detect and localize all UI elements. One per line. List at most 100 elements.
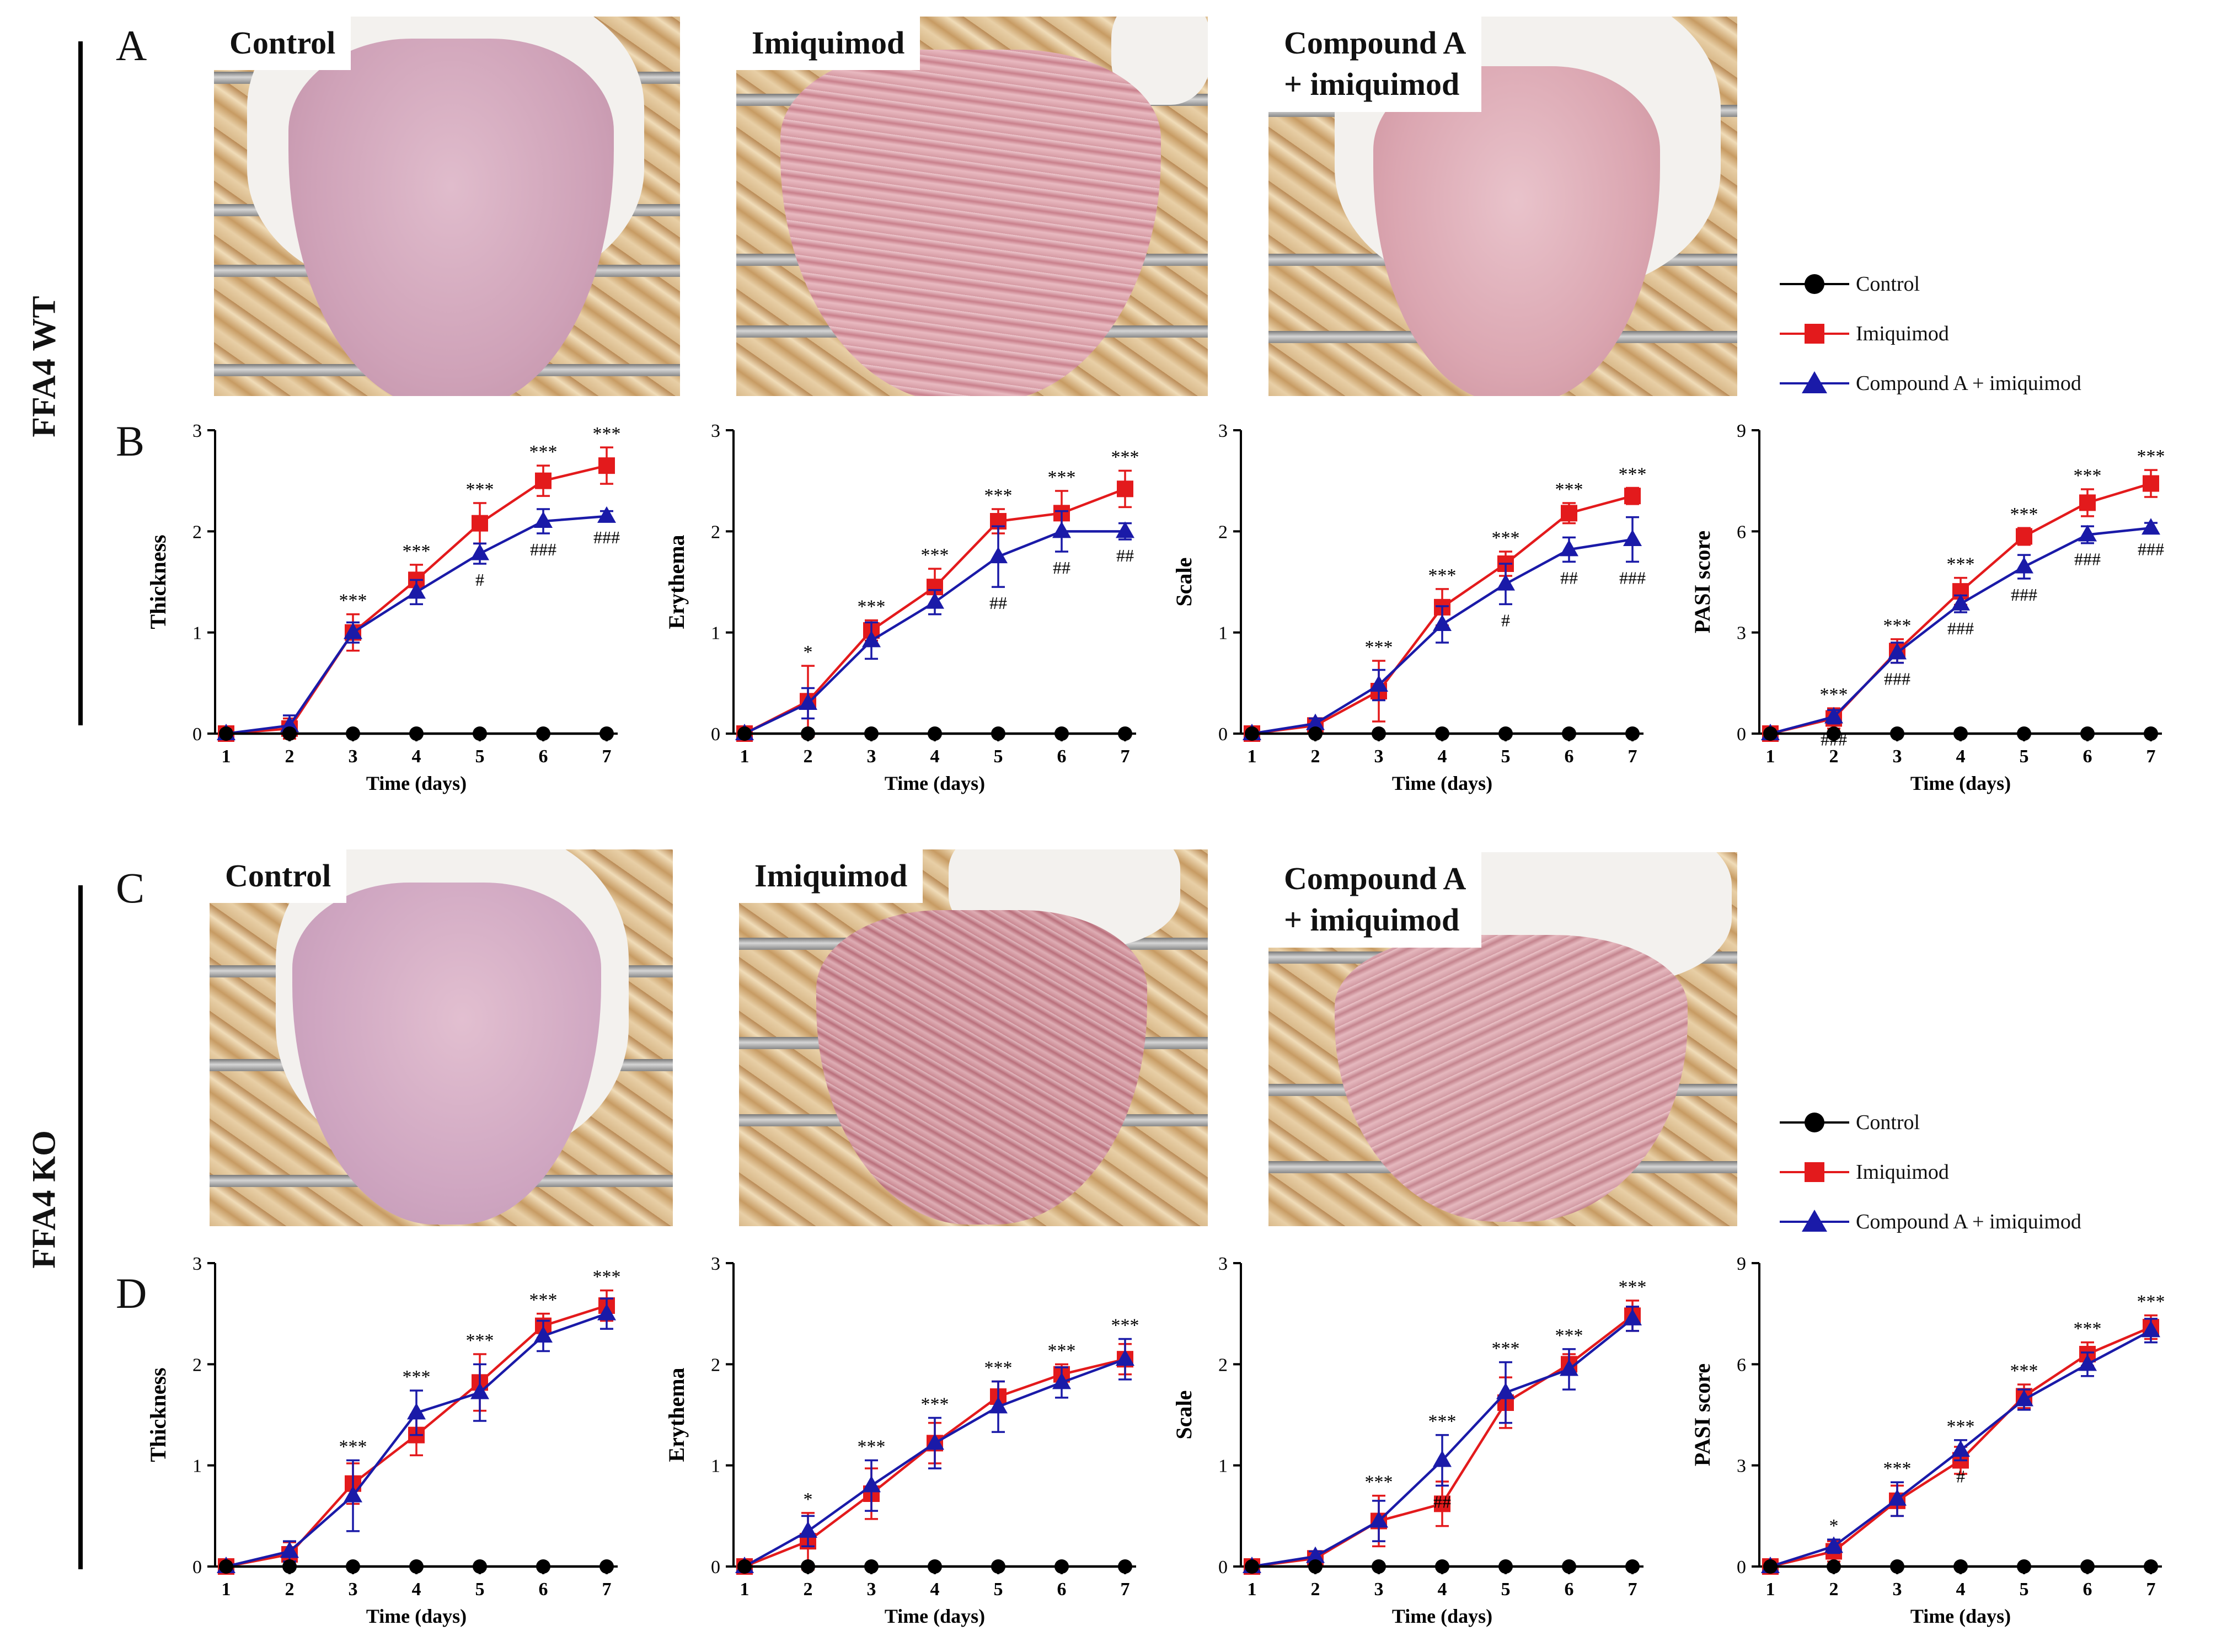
- data-point-imiquimod: [1117, 480, 1133, 498]
- x-axis-label: Time (days): [885, 1605, 985, 1627]
- data-point-control: [1763, 1559, 1778, 1574]
- significance-hash: ###: [1884, 669, 1910, 689]
- data-point-imiquimod: [1561, 505, 1577, 522]
- y-axis-label: PASI score: [1690, 1364, 1715, 1466]
- x-tick-label: 3: [1893, 1579, 1902, 1600]
- y-tick-label: 1: [711, 623, 720, 644]
- x-tick-label: 1: [222, 746, 231, 767]
- y-axis-label: Thickness: [146, 534, 170, 629]
- data-point-control: [991, 726, 1005, 741]
- legend-marker-compound: [1780, 371, 1849, 393]
- x-tick-label: 7: [602, 1579, 612, 1600]
- legend-label-control: Control: [1856, 272, 1920, 296]
- data-point-compound: [1433, 1450, 1452, 1467]
- data-point-compound: [1116, 521, 1134, 538]
- data-point-compound: [799, 1521, 817, 1538]
- legend-ko: Control Imiquimod Compound A + imiquimod: [1779, 1106, 2165, 1233]
- data-point-compound: [280, 1541, 299, 1558]
- data-point-control: [1372, 726, 1386, 741]
- data-point-compound: [1824, 707, 1843, 724]
- data-point-control: [1118, 1559, 1132, 1574]
- data-point-compound: [1052, 521, 1071, 538]
- significance-star: ***: [2074, 466, 2102, 486]
- x-tick-label: 3: [1374, 1579, 1384, 1600]
- data-point-compound: [2015, 557, 2033, 574]
- significance-hash: ##: [1433, 1491, 1451, 1511]
- significance-star: ***: [984, 485, 1013, 506]
- y-tick-label: 3: [711, 421, 720, 441]
- data-point-control: [409, 1559, 424, 1574]
- y-tick-label: 0: [711, 1557, 720, 1578]
- data-point-control: [2017, 726, 2031, 741]
- y-tick-label: 2: [1218, 1355, 1228, 1375]
- significance-hash: ##: [1560, 568, 1578, 587]
- data-point-control: [1054, 726, 1069, 741]
- data-point-control: [536, 1559, 550, 1574]
- x-tick-label: 5: [1501, 1579, 1511, 1600]
- x-tick-label: 7: [602, 746, 612, 767]
- data-point-control: [1498, 726, 1513, 741]
- data-point-compound: [1560, 539, 1578, 557]
- x-tick-label: 4: [1956, 746, 1966, 767]
- wt-group-bar: [78, 41, 83, 725]
- photo-caption-wt-imiquimod: Imiquimod: [736, 17, 920, 71]
- y-axis-label: Scale: [1171, 1391, 1196, 1440]
- data-point-control: [473, 726, 487, 741]
- x-tick-label: 3: [1374, 746, 1384, 767]
- x-tick-label: 5: [994, 1579, 1003, 1600]
- x-tick-label: 2: [285, 1579, 295, 1600]
- significance-star: ***: [593, 1267, 621, 1287]
- significance-star: ***: [1883, 616, 1912, 636]
- significance-hash: ##: [989, 593, 1007, 613]
- x-tick-label: 4: [412, 746, 421, 767]
- data-point-control: [991, 1559, 1005, 1574]
- significance-star: ***: [858, 597, 886, 617]
- x-tick-label: 6: [539, 746, 548, 767]
- y-tick-label: 3: [1737, 1456, 1746, 1477]
- y-tick-label: 3: [1218, 1254, 1228, 1274]
- data-point-compound: [1496, 574, 1515, 591]
- data-point-control: [1562, 726, 1576, 741]
- x-tick-label: 7: [2146, 746, 2156, 767]
- significance-hash: ##: [1116, 546, 1134, 565]
- x-axis-label: Time (days): [366, 1605, 467, 1627]
- data-point-control: [409, 726, 424, 741]
- data-point-compound: [1560, 1359, 1578, 1376]
- y-axis-label: PASI score: [1690, 531, 1715, 633]
- y-tick-label: 2: [192, 522, 202, 542]
- data-point-compound: [1496, 1382, 1515, 1399]
- significance-star: ***: [1820, 685, 1848, 705]
- x-tick-label: 6: [1057, 746, 1067, 767]
- x-tick-label: 4: [930, 1579, 940, 1600]
- data-point-control: [1763, 726, 1778, 741]
- data-point-control: [1827, 1559, 1841, 1574]
- data-point-compound: [925, 592, 944, 609]
- x-axis-label: Time (days): [1392, 1605, 1492, 1627]
- legend-marker-imiquimod: [1780, 1162, 1849, 1182]
- y-tick-label: 2: [1218, 522, 1228, 542]
- x-tick-label: 4: [1956, 1579, 1966, 1600]
- significance-star: ***: [1492, 528, 1520, 548]
- data-point-compound: [1116, 1349, 1134, 1366]
- data-point-compound: [1951, 594, 1970, 611]
- x-tick-label: 7: [1121, 746, 1130, 767]
- photo-wt-control: Control: [214, 17, 680, 396]
- data-point-control: [473, 1559, 487, 1574]
- significance-hash: #: [1501, 610, 1510, 630]
- data-point-compound: [344, 622, 362, 639]
- data-point-compound: [1433, 614, 1452, 631]
- data-point-control: [219, 1559, 233, 1574]
- photo-caption-ko-control: Control: [210, 849, 347, 903]
- y-tick-label: 0: [192, 724, 202, 745]
- data-point-control: [1890, 726, 1904, 741]
- data-point-control: [282, 1559, 297, 1574]
- panel-letter-b: B: [116, 417, 145, 465]
- significance-star: ***: [1428, 1412, 1457, 1432]
- significance-star: ***: [2137, 446, 2165, 467]
- y-axis-label: Erythema: [664, 1367, 689, 1462]
